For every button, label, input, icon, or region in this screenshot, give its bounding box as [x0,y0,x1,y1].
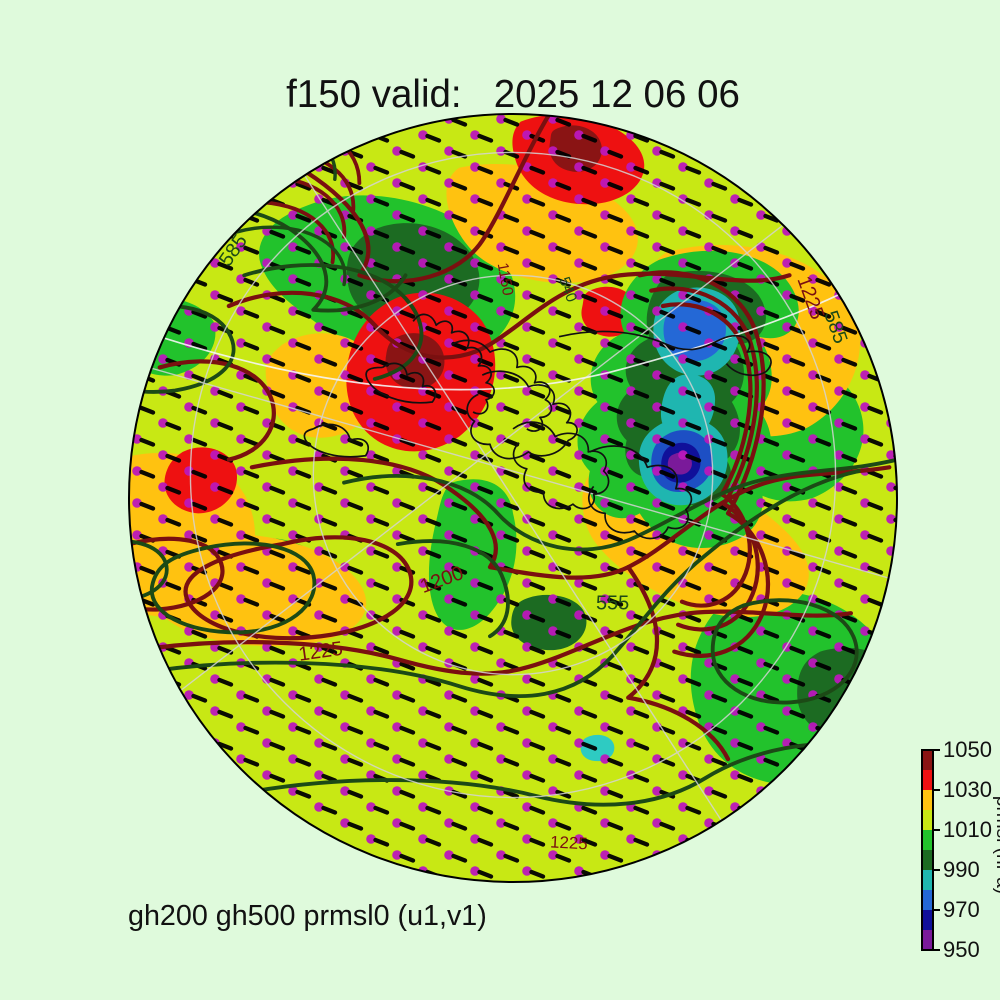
svg-text:1030: 1030 [943,777,992,802]
svg-text:990: 990 [943,857,980,882]
svg-text:1010: 1010 [943,817,992,842]
svg-text:950: 950 [943,937,980,962]
svg-text:1050: 1050 [943,737,992,762]
svg-text:555: 555 [596,592,629,614]
svg-text:1225: 1225 [550,832,588,853]
svg-text:prmsl (hPa): prmsl (hPa) [992,796,1000,894]
svg-text:970: 970 [943,897,980,922]
